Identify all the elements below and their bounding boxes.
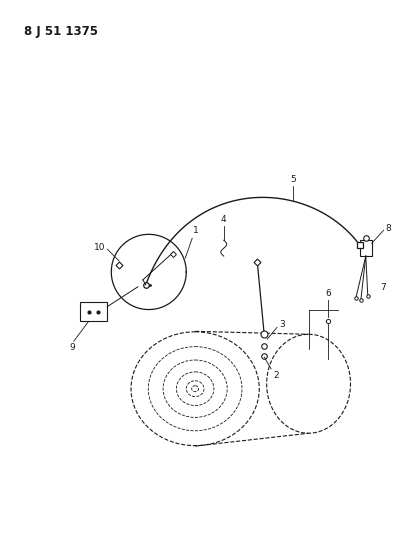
Text: 1: 1 [193, 227, 199, 236]
Text: 3: 3 [279, 320, 285, 329]
Text: 8: 8 [386, 224, 391, 233]
Bar [360, 240, 372, 256]
Text: 7: 7 [381, 283, 386, 292]
Text: 10: 10 [94, 243, 105, 252]
Text: 9: 9 [69, 343, 75, 352]
Text: 2: 2 [273, 371, 279, 380]
Text: 6: 6 [326, 289, 331, 297]
Text: 5: 5 [290, 175, 296, 184]
Text: 8 J 51 1375: 8 J 51 1375 [25, 25, 99, 37]
Text: 4: 4 [221, 215, 226, 224]
Bar [80, 302, 107, 321]
